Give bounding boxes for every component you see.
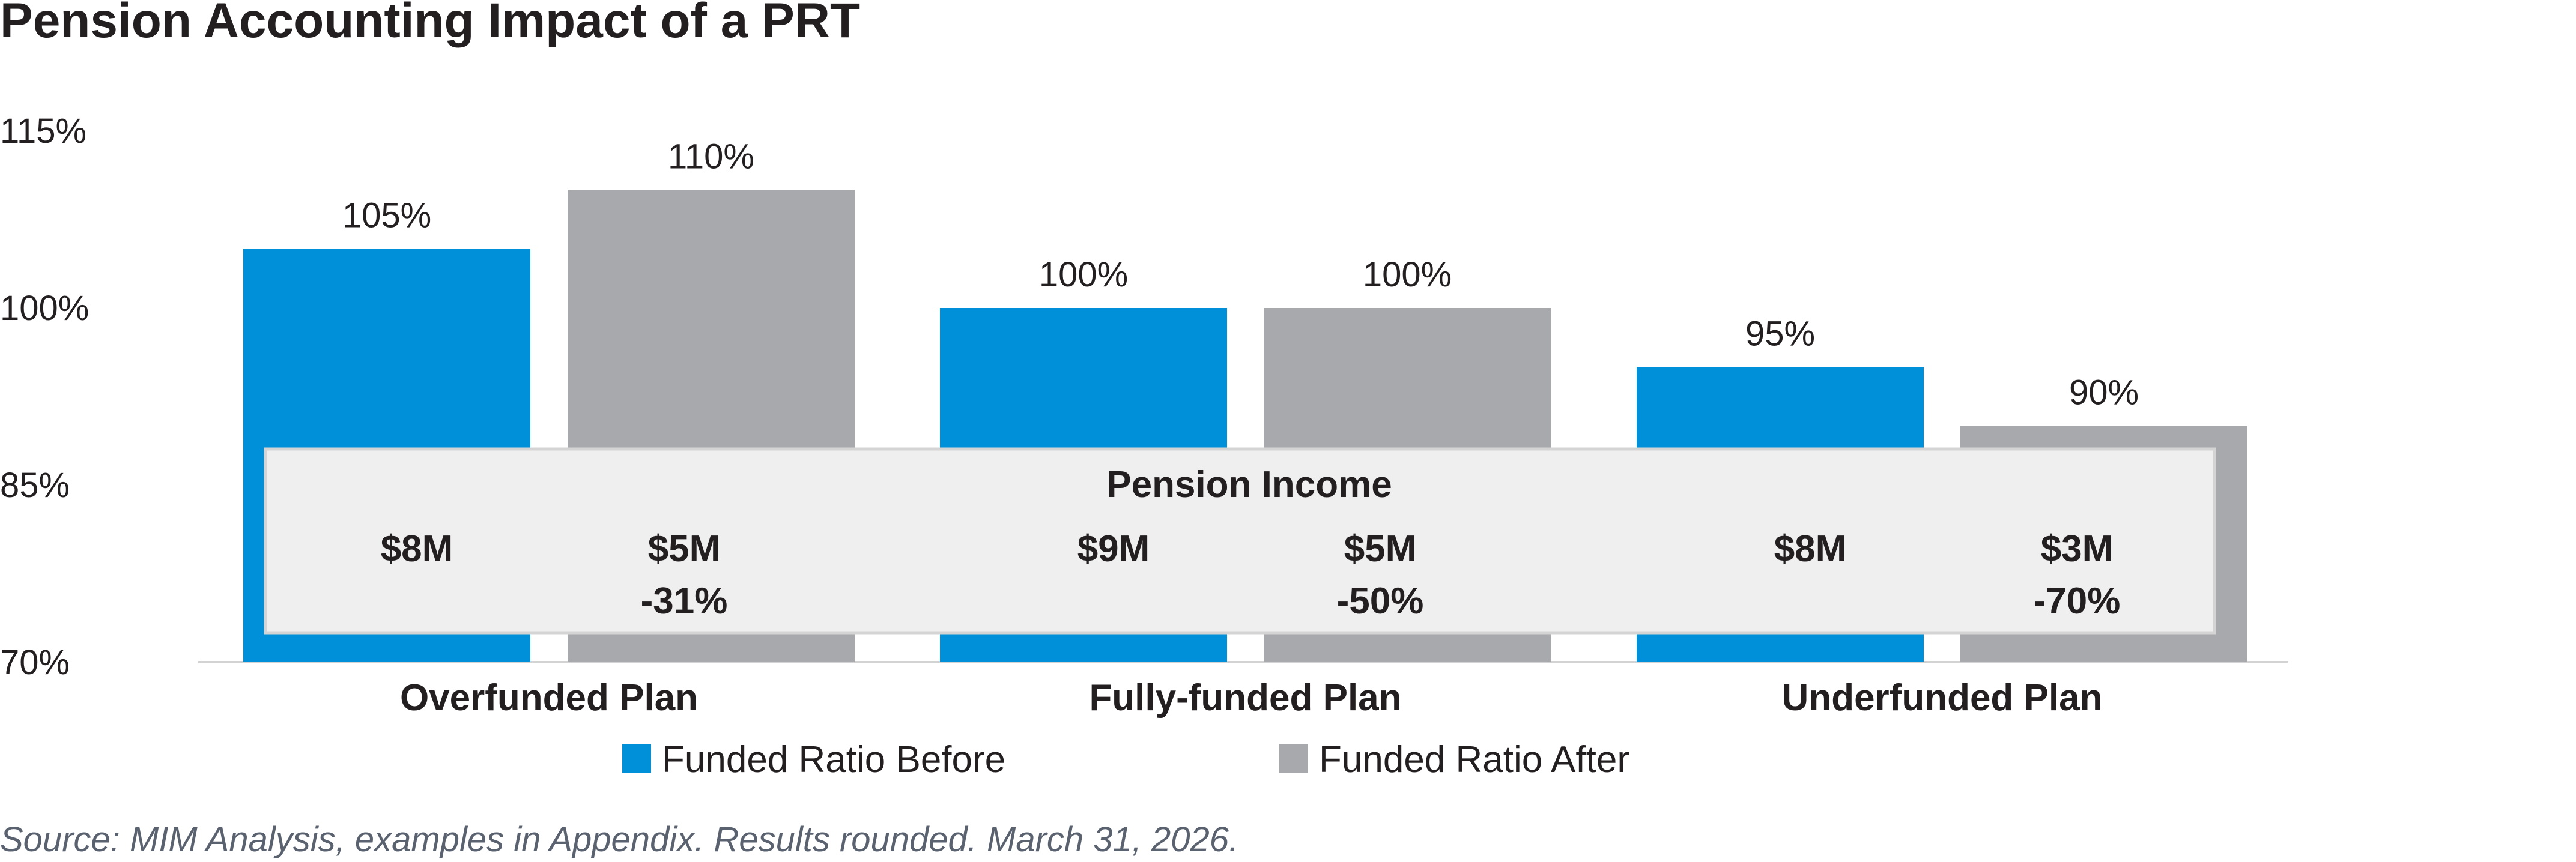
category-label: Overfunded Plan	[400, 677, 698, 719]
data-label: 105%	[342, 196, 431, 235]
category-labels: Overfunded Plan Fully-funded Plan Underfun…	[400, 677, 2103, 719]
pension-income-values: $8M $5M -31% $9M $5M -50% $8M $3M -70%	[381, 528, 2121, 622]
data-label: 90%	[2069, 373, 2139, 412]
data-label: 100%	[1039, 255, 1128, 294]
y-tick-label: 70%	[0, 643, 70, 682]
legend-label: Funded Ratio Before	[662, 739, 1005, 780]
pension-income-after: $5M	[648, 528, 721, 570]
data-label: 100%	[1363, 255, 1452, 294]
source-note: Source: MIM Analysis, examples in Append…	[0, 820, 1238, 859]
legend-swatch-after	[1279, 744, 1308, 773]
pension-income-change: -70%	[2034, 580, 2121, 622]
pension-income-after: $3M	[2041, 528, 2114, 570]
legend-swatch-before	[622, 744, 651, 773]
pension-income-panel	[264, 447, 2216, 635]
category-label: Underfunded Plan	[1782, 677, 2103, 719]
y-tick-label: 115%	[0, 112, 86, 151]
value-labels: 105% 100% 95% 110% 100% 90%	[342, 137, 2139, 412]
data-label: 110%	[668, 137, 754, 176]
y-axis-ticks: 70% 85% 100% 115%	[0, 112, 89, 682]
pension-income-before: $9M	[1077, 528, 1150, 570]
pension-income-before: $8M	[381, 528, 453, 570]
y-tick-label: 100%	[0, 289, 89, 328]
pension-income-before: $8M	[1774, 528, 1847, 570]
pension-income-change: -31%	[641, 580, 728, 622]
y-tick-label: 85%	[0, 466, 70, 505]
data-label: 95%	[1745, 314, 1815, 353]
pension-income-title: Pension Income	[1106, 464, 1392, 505]
legend: Funded Ratio Before Funded Ratio After	[622, 739, 1629, 780]
legend-label: Funded Ratio After	[1319, 739, 1629, 780]
chart-title: Pension Accounting Impact of a PRT	[0, 0, 860, 48]
pension-income-box: Pension Income $8M $5M -31% $9M $5M -50% $8M $3…	[264, 447, 2216, 635]
category-label: Fully-funded Plan	[1089, 677, 1401, 719]
pension-income-change: -50%	[1337, 580, 1424, 622]
pension-income-after: $5M	[1344, 528, 1417, 570]
